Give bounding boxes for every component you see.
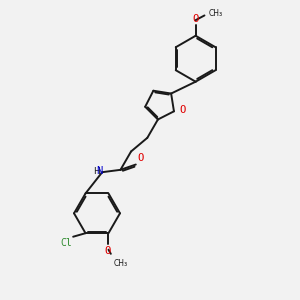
Text: Cl: Cl [60, 238, 72, 248]
Text: H: H [93, 167, 100, 176]
Text: CH₃: CH₃ [113, 259, 128, 268]
Text: O: O [179, 105, 185, 115]
Text: O: O [104, 246, 110, 256]
Text: O: O [193, 14, 199, 24]
Text: O: O [137, 153, 144, 163]
Text: N: N [96, 166, 102, 176]
Text: CH₃: CH₃ [209, 9, 223, 18]
